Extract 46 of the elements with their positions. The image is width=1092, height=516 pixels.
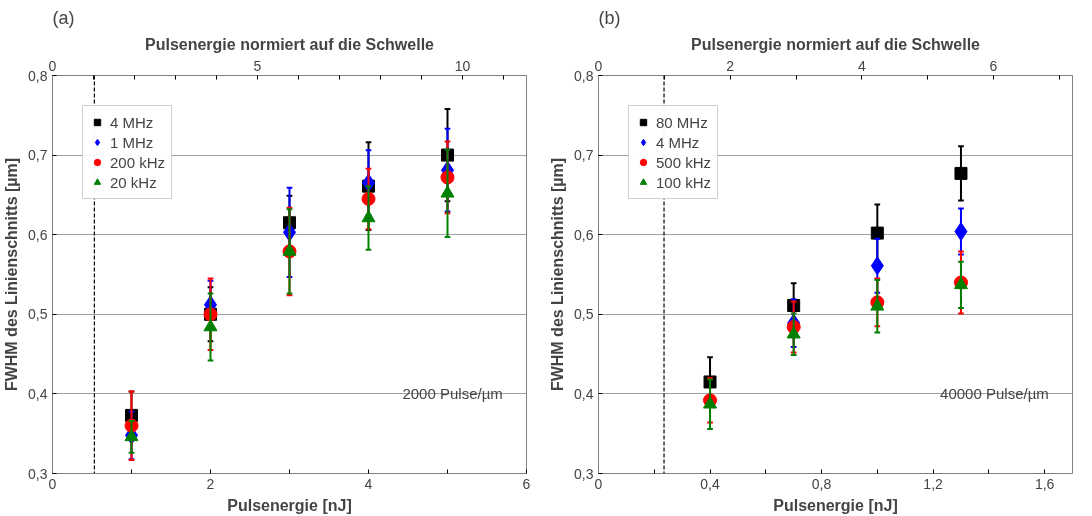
y-tick-label: 0,3: [28, 465, 48, 482]
annotation: 2000 Pulse/µm: [402, 384, 503, 402]
x2-tick-label: 10: [454, 57, 471, 74]
x-tick-label: 1,6: [1034, 475, 1055, 492]
x2-tick-label: 2: [726, 57, 735, 74]
y-tick-label: 0,6: [574, 226, 594, 243]
annotation: 40000 Pulse/µm: [940, 384, 1049, 402]
x-tick-label: 1,2: [923, 475, 944, 492]
y-tick-label: 0,8: [574, 67, 594, 84]
legend-label: 20 kHz: [110, 173, 157, 191]
x-axis-title: Pulsenergie [nJ]: [227, 496, 352, 514]
legend-label: 100 kHz: [656, 173, 712, 191]
y-tick-label: 0,3: [574, 465, 594, 482]
chart-title: (b): [598, 7, 621, 28]
legend-label: 4 MHz: [110, 113, 154, 131]
x-tick-label: 6: [522, 475, 531, 492]
y-tick-label: 0,8: [28, 67, 48, 84]
x-axis-title: Pulsenergie [nJ]: [773, 496, 898, 514]
y-tick-label: 0,4: [28, 385, 48, 402]
y-tick-label: 0,6: [28, 226, 48, 243]
y-tick-label: 0,5: [574, 306, 594, 323]
y-tick-label: 0,7: [28, 147, 48, 164]
x2-axis-title: Pulsenergie normiert auf die Schwelle: [145, 35, 435, 53]
x-tick-label: 0: [594, 475, 603, 492]
y-axis-title: FWHM des Linienschnitts [µm]: [3, 157, 21, 392]
x-tick-label: 2: [206, 475, 215, 492]
x2-tick-label: 0: [594, 57, 603, 74]
y-tick-label: 0,5: [28, 306, 48, 323]
x2-axis-title: Pulsenergie normiert auf die Schwelle: [691, 35, 981, 53]
legend-label: 200 kHz: [110, 153, 166, 171]
x-tick-label: 0,8: [811, 475, 832, 492]
legend-label: 80 MHz: [656, 113, 708, 131]
x2-tick-label: 0: [48, 57, 57, 74]
x2-tick-label: 4: [857, 57, 866, 74]
legend-label: 1 MHz: [110, 133, 154, 151]
x2-tick-label: 6: [989, 57, 998, 74]
x-tick-label: 0,4: [700, 475, 720, 492]
x-tick-label: 0: [48, 475, 57, 492]
y-axis-title: FWHM des Linienschnitts [µm]: [549, 157, 567, 392]
legend-label: 4 MHz: [656, 133, 700, 151]
y-tick-label: 0,7: [574, 147, 594, 164]
legend-label: 500 kHz: [656, 153, 712, 171]
chart-title: (a): [52, 7, 75, 28]
y-tick-label: 0,4: [574, 385, 594, 402]
x-tick-label: 4: [364, 475, 373, 492]
x2-tick-label: 5: [253, 57, 262, 74]
